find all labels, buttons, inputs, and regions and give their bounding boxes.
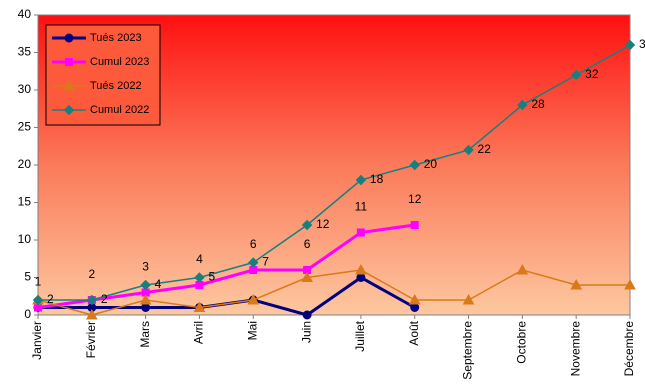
series-line xyxy=(38,44,631,301)
data-label: 6 xyxy=(304,237,311,251)
x-tick-label: Juillet xyxy=(353,320,367,351)
marker xyxy=(624,39,636,51)
legend-label: Tués 2022 xyxy=(90,80,142,92)
marker xyxy=(247,293,260,305)
data-label: 2 xyxy=(47,292,54,306)
data-label: 20 xyxy=(424,157,438,171)
x-tick-label: Décembre xyxy=(622,321,636,377)
x-tick-label: Février xyxy=(84,321,98,358)
marker xyxy=(355,263,367,275)
marker xyxy=(624,278,636,290)
x-tick-label: Juin xyxy=(299,321,313,343)
marker xyxy=(463,144,474,156)
data-label: 12 xyxy=(316,217,330,231)
y-tick-label: 35 xyxy=(18,45,32,59)
data-label: 1 xyxy=(35,275,42,289)
y-tick-label: 20 xyxy=(18,157,32,171)
data-label: 2 xyxy=(101,292,108,306)
y-tick-label: 5 xyxy=(24,270,31,284)
marker xyxy=(248,257,259,268)
marker xyxy=(410,303,420,312)
legend-label: Cumul 2023 xyxy=(90,56,149,68)
series-line xyxy=(37,223,415,309)
marker xyxy=(85,308,98,320)
legend-label: Cumul 2022 xyxy=(90,104,149,116)
data-label: 36 xyxy=(639,37,645,51)
legend-box xyxy=(45,24,161,126)
series-line xyxy=(37,269,630,316)
data-label: 2 xyxy=(88,267,95,281)
y-tick-label: 25 xyxy=(18,120,32,134)
x-tick-label: Avril xyxy=(192,321,206,344)
marker xyxy=(86,294,98,306)
data-label: 7 xyxy=(262,255,269,269)
marker xyxy=(139,293,152,305)
marker xyxy=(516,263,529,275)
marker xyxy=(141,303,151,312)
x-tick-label: Novembre xyxy=(568,321,582,377)
series-layer: 12346611122245712182022283236 xyxy=(32,37,645,320)
marker xyxy=(193,301,206,312)
y-tick-label: 30 xyxy=(18,82,32,96)
marker xyxy=(570,69,582,81)
marker xyxy=(302,310,312,320)
x-tick-label: Septembre xyxy=(461,321,475,380)
data-label: 11 xyxy=(355,200,368,214)
y-tick-label: 0 xyxy=(24,307,31,321)
marker xyxy=(570,278,583,290)
data-label: 28 xyxy=(531,97,545,111)
y-tick-label: 15 xyxy=(18,195,32,209)
data-label: 4 xyxy=(155,277,162,291)
y-tick-label: 10 xyxy=(18,232,32,246)
x-tick-label: Janvier xyxy=(30,321,44,360)
marker xyxy=(63,79,75,91)
marker xyxy=(408,293,421,305)
data-label: 3 xyxy=(142,260,149,274)
data-label: 18 xyxy=(370,172,384,186)
marker xyxy=(301,219,313,231)
data-label: 5 xyxy=(208,270,215,284)
x-tick-label: Mars xyxy=(138,321,152,348)
y-tick-label: 40 xyxy=(18,7,32,21)
marker xyxy=(32,294,44,306)
marker xyxy=(140,279,151,291)
marker xyxy=(410,221,419,229)
marker xyxy=(65,58,73,66)
marker xyxy=(356,228,365,237)
marker xyxy=(355,174,367,186)
marker xyxy=(301,271,313,282)
legend: Tués 2023 Cumul 2023 Tués 2022 Cumul 2022 xyxy=(45,24,161,126)
marker xyxy=(517,99,528,111)
marker xyxy=(409,159,420,171)
marker xyxy=(462,293,475,305)
x-tick-label: Octobre xyxy=(515,321,529,364)
data-label: 4 xyxy=(196,252,203,266)
marker xyxy=(356,273,366,282)
marker xyxy=(194,272,205,283)
x-tick-label: Août xyxy=(407,320,421,345)
data-label: 22 xyxy=(478,142,492,156)
marker xyxy=(63,104,75,116)
x-tick-label: Mai xyxy=(245,321,259,340)
data-label: 32 xyxy=(585,67,599,81)
data-label: 6 xyxy=(250,237,257,251)
data-label: 12 xyxy=(408,192,422,206)
marker xyxy=(64,33,74,43)
legend-label: Tués 2023 xyxy=(90,32,142,44)
